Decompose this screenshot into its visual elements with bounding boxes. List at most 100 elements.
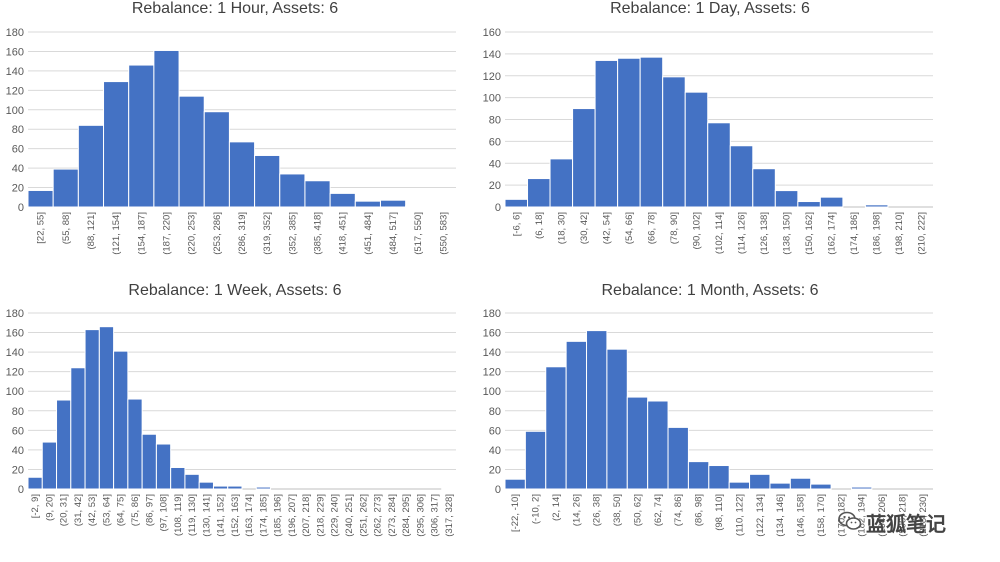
x-tick-label: (185, 196] (273, 494, 284, 537)
x-tick-label: [-6, 6] (511, 212, 522, 236)
chart-title: Rebalance: 1 Hour, Assets: 6 (131, 0, 339, 17)
x-tick-label: (170, 182] (836, 494, 847, 537)
bar (819, 196, 844, 208)
y-tick-label: 140 (483, 49, 501, 61)
x-tick-label: (122, 134] (755, 494, 766, 537)
bar (864, 204, 889, 208)
y-tick-label: 0 (18, 202, 24, 214)
x-tick-label: (229, 240] (330, 494, 341, 537)
x-tick-label: (119, 130] (187, 494, 198, 536)
bar (667, 426, 689, 490)
bar (128, 64, 155, 208)
bar (565, 340, 588, 490)
bar (617, 57, 641, 208)
y-tick-label: 0 (495, 484, 501, 496)
bar (227, 485, 243, 490)
y-tick-label: 60 (489, 425, 501, 437)
bar (98, 326, 115, 490)
bar (354, 200, 381, 208)
x-tick-label: [-22, -10] (510, 494, 521, 532)
y-tick-label: 80 (489, 115, 501, 127)
bar (430, 205, 457, 208)
bar (27, 476, 43, 490)
bar (708, 465, 730, 490)
x-tick-label: (262, 273] (373, 494, 384, 537)
bar (774, 190, 799, 208)
x-tick-label: (550, 583] (438, 212, 449, 255)
bar (52, 168, 79, 208)
y-tick-label: 60 (12, 144, 24, 156)
y-tick-label: 20 (489, 464, 501, 476)
x-tick-label: (187, 220] (161, 212, 172, 255)
bar (545, 366, 567, 490)
bar (178, 95, 205, 208)
x-tick-label: (206, 218] (897, 494, 908, 537)
x-tick-label: (20, 31] (59, 494, 70, 526)
bar (141, 433, 157, 490)
y-tick-label: 140 (6, 347, 24, 359)
x-tick-label: (31, 42] (73, 494, 84, 526)
x-tick-label: (88, 121] (86, 212, 97, 250)
x-tick-label: (273, 284] (387, 494, 398, 537)
bar (684, 91, 709, 208)
x-tick-label: (78, 90] (669, 212, 680, 244)
y-tick-label: 160 (483, 328, 501, 340)
bar (113, 350, 129, 490)
x-tick-label: (451, 484] (363, 212, 374, 255)
bar (504, 478, 526, 490)
bar (687, 461, 710, 490)
x-tick-label: (42, 54] (601, 212, 612, 244)
x-tick-label: (162, 174] (827, 212, 838, 255)
bar (56, 399, 72, 490)
x-tick-label: (121, 154] (111, 212, 122, 255)
x-tick-label: (9, 20] (44, 494, 55, 521)
y-tick-label: 0 (495, 202, 501, 214)
bar (203, 111, 230, 208)
x-tick-label: (97, 108] (159, 494, 170, 532)
y-tick-label: 80 (12, 124, 24, 136)
x-tick-label: (240, 251] (344, 494, 355, 537)
bar (504, 198, 529, 208)
bar (810, 483, 832, 490)
x-tick-label: (174, 186] (849, 212, 860, 255)
y-tick-label: 0 (18, 484, 24, 496)
x-tick-label: (86, 97] (144, 494, 155, 526)
x-tick-label: (418, 451] (338, 212, 349, 255)
bar (707, 122, 731, 208)
bar (184, 473, 200, 490)
chart-1week-plot: 0 20 40 60 80 100 120 140 160 180 [-2, 9] (9, 20] (2… (6, 308, 457, 537)
y-tick-label: 60 (489, 136, 501, 148)
bar (749, 473, 771, 490)
chart-title: Rebalance: 1 Day, Assets: 6 (610, 0, 810, 17)
x-tick-label: [-2, 9] (30, 494, 41, 518)
y-tick-label: 40 (12, 445, 24, 457)
y-tick-label: 160 (6, 328, 24, 340)
bar (729, 145, 754, 208)
x-tick-label: (74, 86] (673, 494, 684, 526)
x-tick-label: (42, 53] (87, 494, 98, 526)
x-tick-label: (186, 198] (872, 212, 883, 255)
y-tick-label: 20 (489, 180, 501, 192)
y-tick-label: 40 (489, 445, 501, 457)
y-tick-label: 20 (12, 464, 24, 476)
x-tick-label: (102, 114] (714, 212, 725, 254)
y-tick-label: 60 (12, 425, 24, 437)
x-tick-label: (174, 185] (258, 494, 269, 537)
x-tick-label: (198, 210] (894, 212, 905, 255)
x-tick-label: (38, 50] (612, 494, 623, 526)
x-tick-label: (50, 62] (632, 494, 643, 526)
x-tick-label: (18, 30] (556, 212, 567, 244)
bar (170, 466, 186, 490)
bar (524, 430, 547, 490)
y-tick-label: 140 (483, 347, 501, 359)
bar (769, 482, 791, 490)
x-tick-label: (26, 38] (592, 494, 603, 526)
y-tick-label: 120 (483, 71, 501, 83)
y-tick-label: 100 (483, 93, 501, 105)
chart-1hour-plot: 0 20 40 60 80 100 120 140 160 180 [22, 55] (55, 88]… (6, 27, 457, 255)
chart-1month-plot: 0 20 40 60 80 100 120 140 160 180 [-22, -10] (-10, … (483, 308, 933, 537)
chart-1hour: Rebalance: 1 Hour, Assets: 6 0 20 40 60 80 10… (0, 0, 470, 280)
bar (228, 141, 256, 208)
chart-1day: Rebalance: 1 Day, Assets: 6 0 20 40 60 80 100… (475, 0, 945, 280)
bar (27, 189, 54, 208)
